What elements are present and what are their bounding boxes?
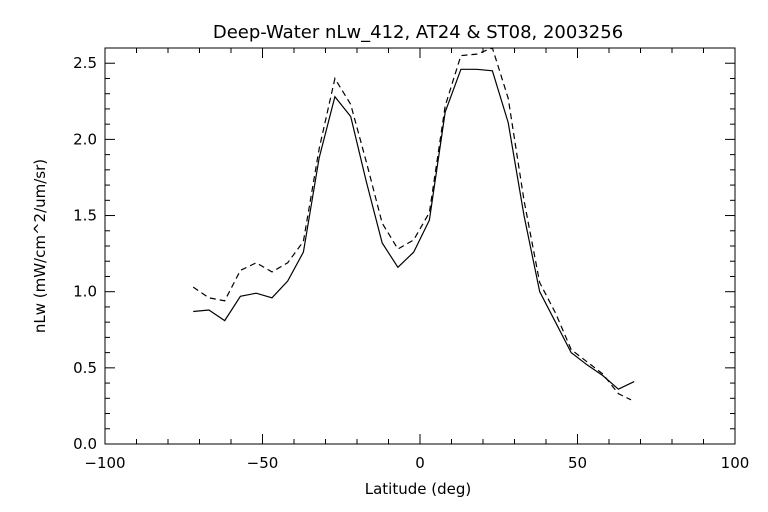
y-tick-label: 1.5 — [73, 207, 97, 225]
x-tick-label: 0 — [415, 454, 425, 472]
y-axis-label: nLw (mW/cm^2/um/sr) — [31, 159, 49, 333]
series-line-at24 — [193, 68, 635, 390]
y-tick-label: 1.0 — [73, 283, 97, 301]
plot-frame — [104, 47, 736, 445]
x-axis: −100 −50 0 50 100 — [84, 48, 749, 472]
y-tick-label: 2.0 — [73, 130, 97, 148]
x-tick-label: 50 — [568, 454, 587, 472]
series-group — [192, 47, 635, 401]
y-axis: 0.0 0.5 1.0 1.5 2.0 2.5 — [73, 47, 735, 453]
chart-title: Deep-Water nLw_412, AT24 & ST08, 2003256 — [213, 22, 623, 43]
y-tick-label: 0.0 — [73, 435, 97, 453]
y-tick-label: 0.5 — [73, 359, 97, 377]
x-tick-label: 100 — [721, 454, 750, 472]
x-tick-label: −100 — [84, 454, 125, 472]
y-tick-label: 2.5 — [73, 54, 97, 72]
series-line-st08 — [192, 47, 632, 401]
x-axis-label: Latitude (deg) — [365, 480, 471, 498]
x-tick-label: −50 — [247, 454, 279, 472]
